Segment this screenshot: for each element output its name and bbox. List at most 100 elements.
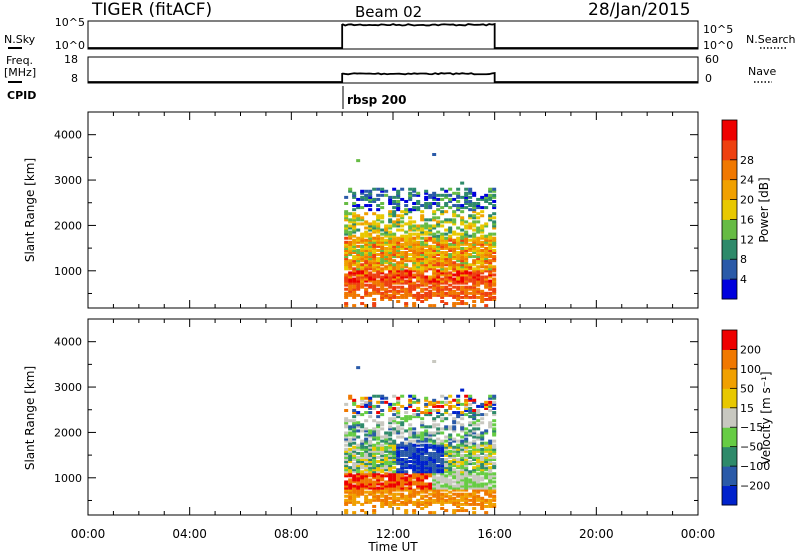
power-cell bbox=[416, 269, 421, 273]
power-cell bbox=[480, 214, 485, 218]
power-cell bbox=[492, 269, 497, 273]
velocity-cell bbox=[428, 400, 433, 404]
power-cell bbox=[484, 240, 489, 244]
power-cell bbox=[428, 251, 433, 255]
power-cell bbox=[488, 242, 493, 246]
power-cell bbox=[440, 240, 445, 244]
velocity-cell bbox=[448, 425, 453, 429]
velocity-cell bbox=[444, 466, 449, 470]
velocity-cell bbox=[348, 474, 353, 478]
velocity-cell bbox=[420, 490, 425, 494]
velocity-cell bbox=[484, 455, 489, 459]
power-cell bbox=[360, 267, 365, 271]
power-cell bbox=[392, 202, 397, 206]
velocity-cell bbox=[488, 394, 493, 398]
power-cell bbox=[348, 283, 353, 287]
power-cell bbox=[412, 257, 417, 261]
velocity-cell bbox=[472, 413, 477, 417]
power-cell bbox=[400, 289, 405, 293]
power-cell bbox=[348, 285, 353, 289]
power-cell bbox=[400, 251, 405, 255]
velocity-cell bbox=[448, 462, 453, 466]
power-cell bbox=[432, 283, 437, 287]
velocity-cell bbox=[348, 494, 353, 498]
power-cell bbox=[424, 275, 429, 279]
velocity-cell bbox=[360, 441, 365, 445]
power-cell bbox=[456, 193, 461, 197]
velocity-cell bbox=[416, 439, 421, 443]
velocity-cell bbox=[372, 480, 377, 484]
power-cell bbox=[380, 287, 385, 291]
power-cell bbox=[416, 226, 421, 230]
velocity-cell bbox=[484, 498, 489, 502]
velocity-cell bbox=[492, 458, 497, 462]
velocity-cell bbox=[424, 486, 429, 490]
velocity-cell bbox=[412, 443, 417, 447]
velocity-cell bbox=[432, 431, 437, 435]
velocity-cell bbox=[352, 423, 357, 427]
velocity-cell bbox=[368, 451, 373, 455]
power-cell bbox=[476, 240, 481, 244]
velocity-cell bbox=[408, 402, 413, 406]
velocity-cell bbox=[356, 466, 361, 470]
power-cell bbox=[460, 277, 465, 281]
power-cell bbox=[488, 195, 493, 199]
velocity-cell bbox=[356, 421, 361, 425]
velocity-cell bbox=[460, 484, 465, 488]
velocity-cell bbox=[420, 449, 425, 453]
power-cell bbox=[444, 236, 449, 240]
power-cell bbox=[368, 226, 373, 230]
power-cell bbox=[456, 253, 461, 257]
power-cell bbox=[432, 240, 437, 244]
power-cell bbox=[364, 255, 369, 259]
velocity-cell bbox=[440, 431, 445, 435]
power-cell bbox=[396, 244, 401, 248]
velocity-cell bbox=[444, 417, 449, 421]
power-cell bbox=[456, 244, 461, 248]
velocity-cell bbox=[388, 504, 393, 508]
velocity-ytick-label: 3000 bbox=[54, 381, 82, 394]
velocity-cell bbox=[368, 445, 373, 449]
power-cell bbox=[432, 202, 437, 206]
velocity-cell bbox=[404, 511, 409, 515]
power-cell bbox=[460, 246, 465, 250]
velocity-cell bbox=[488, 502, 493, 506]
power-cell bbox=[448, 197, 453, 201]
power-cell bbox=[488, 271, 493, 275]
velocity-cell bbox=[484, 431, 489, 435]
power-cell bbox=[380, 277, 385, 281]
velocity-cell bbox=[388, 406, 393, 410]
velocity-cell bbox=[416, 484, 421, 488]
power-cell bbox=[460, 261, 465, 265]
power-cell bbox=[492, 224, 497, 228]
velocity-cell bbox=[464, 474, 469, 478]
velocity-cell bbox=[408, 453, 413, 457]
power-cell bbox=[400, 257, 405, 261]
power-cell bbox=[396, 242, 401, 246]
velocity-cell bbox=[372, 406, 377, 410]
velocity-cell bbox=[388, 437, 393, 441]
velocity-cell bbox=[456, 494, 461, 498]
power-cell bbox=[412, 293, 417, 297]
velocity-cell bbox=[364, 458, 369, 462]
velocity-cell bbox=[456, 480, 461, 484]
power-cell bbox=[352, 202, 357, 206]
power-cell bbox=[360, 253, 365, 257]
velocity-cell bbox=[472, 411, 477, 415]
velocity-cell bbox=[456, 460, 461, 464]
velocity-cell bbox=[352, 498, 357, 502]
velocity-cell bbox=[440, 468, 445, 472]
power-cell bbox=[352, 283, 357, 287]
power-cell bbox=[388, 255, 393, 259]
velocity-cell bbox=[432, 458, 437, 462]
power-cell bbox=[468, 295, 473, 299]
power-cell bbox=[488, 279, 493, 283]
power-cell bbox=[344, 277, 349, 281]
velocity-cell bbox=[488, 482, 493, 486]
power-cell bbox=[464, 242, 469, 246]
velocity-cell bbox=[396, 415, 401, 419]
velocity-cell bbox=[468, 406, 473, 410]
velocity-cell bbox=[380, 449, 385, 453]
velocity-cell bbox=[396, 396, 401, 400]
velocity-cell bbox=[476, 460, 481, 464]
